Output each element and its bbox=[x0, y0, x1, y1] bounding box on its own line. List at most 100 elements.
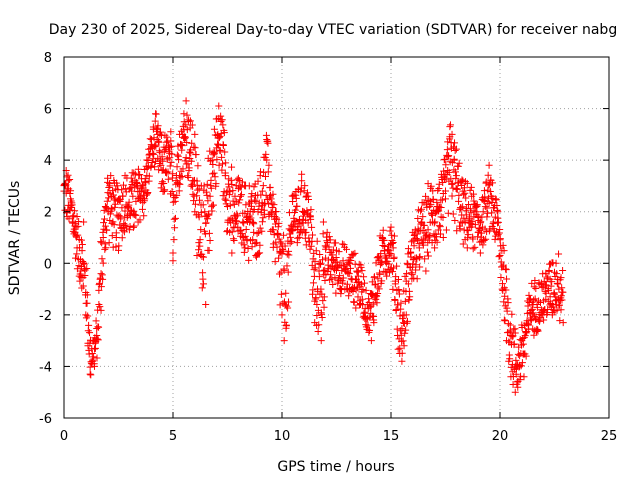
data-point bbox=[280, 337, 288, 345]
data-point bbox=[205, 211, 213, 219]
data-point bbox=[209, 161, 217, 169]
data-point bbox=[153, 125, 161, 133]
data-point bbox=[247, 193, 255, 201]
data-point bbox=[529, 309, 537, 317]
data-point bbox=[226, 202, 234, 210]
data-point bbox=[488, 209, 496, 217]
y-tick-label: 2 bbox=[44, 206, 52, 221]
data-point bbox=[497, 274, 505, 282]
data-point bbox=[267, 195, 275, 203]
data-point bbox=[550, 289, 558, 297]
data-point bbox=[99, 259, 107, 267]
data-point bbox=[483, 204, 491, 212]
data-point bbox=[143, 156, 151, 164]
data-point bbox=[304, 196, 312, 204]
data-point bbox=[323, 237, 331, 245]
data-point bbox=[276, 270, 284, 278]
data-point bbox=[164, 175, 172, 183]
data-point bbox=[521, 350, 529, 358]
data-point bbox=[184, 172, 192, 180]
data-point bbox=[499, 241, 507, 249]
data-point bbox=[370, 313, 378, 321]
data-point bbox=[216, 147, 224, 155]
data-point bbox=[275, 254, 283, 262]
data-point bbox=[408, 238, 416, 246]
data-point bbox=[316, 251, 324, 259]
data-point bbox=[280, 231, 288, 239]
data-point bbox=[219, 141, 227, 149]
data-point bbox=[283, 262, 291, 270]
data-point bbox=[236, 196, 244, 204]
data-point bbox=[498, 280, 506, 288]
data-point bbox=[264, 168, 272, 176]
data-point bbox=[460, 190, 468, 198]
data-point bbox=[121, 221, 129, 229]
data-point bbox=[156, 148, 164, 156]
data-point bbox=[309, 286, 317, 294]
data-point bbox=[436, 223, 444, 231]
data-point bbox=[122, 185, 130, 193]
data-point bbox=[228, 181, 236, 189]
data-point bbox=[211, 148, 219, 156]
data-point bbox=[459, 203, 467, 211]
data-point bbox=[117, 215, 125, 223]
data-point bbox=[273, 215, 281, 223]
data-point bbox=[103, 226, 111, 234]
data-point bbox=[492, 196, 500, 204]
data-point bbox=[233, 210, 241, 218]
data-point bbox=[446, 133, 454, 141]
data-point bbox=[73, 250, 81, 258]
data-point bbox=[503, 275, 511, 283]
data-point bbox=[323, 228, 331, 236]
data-point bbox=[197, 209, 205, 217]
data-point bbox=[326, 236, 334, 244]
data-point bbox=[315, 273, 323, 281]
data-point bbox=[182, 121, 190, 129]
data-point bbox=[171, 224, 179, 232]
data-point bbox=[433, 238, 441, 246]
data-point bbox=[228, 249, 236, 257]
data-point bbox=[198, 284, 206, 292]
data-point bbox=[162, 169, 170, 177]
data-point bbox=[93, 354, 101, 362]
data-point bbox=[449, 210, 457, 218]
data-point bbox=[145, 172, 153, 180]
data-point bbox=[273, 243, 281, 251]
data-point bbox=[502, 266, 510, 274]
data-point bbox=[420, 221, 428, 229]
data-point bbox=[403, 259, 411, 267]
data-point bbox=[198, 252, 206, 260]
data-point bbox=[500, 316, 508, 324]
data-point bbox=[373, 254, 381, 262]
data-point bbox=[478, 229, 486, 237]
data-point bbox=[395, 290, 403, 298]
data-point bbox=[494, 218, 502, 226]
y-tick-label: 4 bbox=[44, 154, 52, 169]
data-point bbox=[259, 214, 267, 222]
data-point bbox=[200, 280, 208, 288]
data-point bbox=[343, 280, 351, 288]
data-point bbox=[159, 157, 167, 165]
data-point bbox=[112, 229, 120, 237]
data-point bbox=[214, 140, 222, 148]
data-point bbox=[444, 153, 452, 161]
data-point bbox=[246, 199, 254, 207]
data-point bbox=[540, 307, 548, 315]
data-point bbox=[511, 329, 519, 337]
data-point bbox=[157, 161, 165, 169]
data-point bbox=[222, 200, 230, 208]
data-point bbox=[508, 310, 516, 318]
data-point bbox=[213, 156, 221, 164]
data-point bbox=[366, 303, 374, 311]
data-point bbox=[413, 236, 421, 244]
data-point bbox=[248, 190, 256, 198]
data-point bbox=[295, 233, 303, 241]
data-point bbox=[152, 142, 160, 150]
data-point bbox=[233, 217, 241, 225]
data-point bbox=[103, 197, 111, 205]
data-point bbox=[508, 333, 516, 341]
data-point bbox=[197, 226, 205, 234]
data-point bbox=[281, 318, 289, 326]
data-point bbox=[514, 383, 522, 391]
data-point bbox=[228, 228, 236, 236]
